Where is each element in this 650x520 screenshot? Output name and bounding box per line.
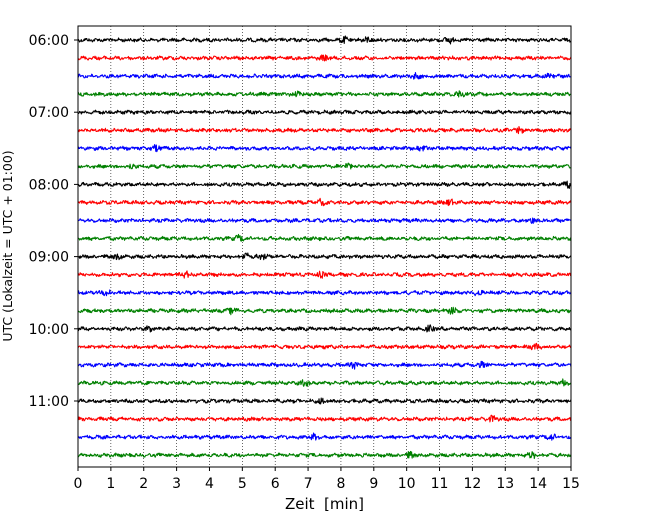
seismogram-trace xyxy=(77,397,572,405)
x-tick-label: 9 xyxy=(369,476,378,492)
seismogram-trace xyxy=(77,233,572,242)
x-tick-label: 7 xyxy=(304,476,313,492)
seismogram-traces xyxy=(77,35,572,460)
seismogram-trace xyxy=(77,270,572,279)
seismogram-trace xyxy=(77,72,572,80)
plot-frame xyxy=(77,25,572,468)
y-tick-label: 08:00 xyxy=(29,177,69,193)
y-axis-label: UTC (Lokalzeit = UTC + 01:00) xyxy=(0,150,15,341)
seismogram-trace xyxy=(77,289,572,297)
x-tick-label: 8 xyxy=(336,476,345,492)
seismogram-trace xyxy=(77,197,572,207)
seismogram-trace xyxy=(77,162,572,170)
x-tick-label: 4 xyxy=(205,476,214,492)
seismogram-trace xyxy=(77,342,572,351)
seismogram-trace xyxy=(77,35,572,45)
seismogram-trace xyxy=(77,109,572,115)
seismogram-trace xyxy=(77,360,572,370)
y-tick-label: 06:00 xyxy=(29,33,69,49)
y-tick-label: 09:00 xyxy=(29,250,69,266)
y-tick-label: 10:00 xyxy=(29,322,69,338)
x-axis-ticks: 0 1 2 3 4 5 6 7 8 9 10 11 12 13 14 15 xyxy=(74,467,580,492)
seismogram-trace xyxy=(77,90,572,98)
x-tick-label: 1 xyxy=(106,476,115,492)
seismogram-trace xyxy=(77,414,572,423)
x-tick-label: 6 xyxy=(271,476,280,492)
x-axis-label: Zeit [min] xyxy=(285,495,364,513)
x-tick-label: 11 xyxy=(431,476,449,492)
seismogram-trace xyxy=(77,306,572,316)
seismogram-trace xyxy=(77,217,572,224)
seismogram-trace xyxy=(77,125,572,135)
seismogram-trace xyxy=(77,378,572,387)
x-tick-label: 10 xyxy=(398,476,416,492)
x-tick-label: 0 xyxy=(74,476,83,492)
seismogram-trace xyxy=(77,54,572,62)
x-tick-label: 14 xyxy=(529,476,547,492)
y-axis-ticks: 06:00 07:00 08:00 09:00 10:00 11:00 xyxy=(29,33,78,410)
x-tick-label: 2 xyxy=(139,476,148,492)
seismogram-trace xyxy=(77,180,572,189)
x-tick-label: 15 xyxy=(562,476,580,492)
x-tick-label: 12 xyxy=(463,476,481,492)
seismogram-trace xyxy=(77,143,572,153)
x-tick-label: 5 xyxy=(238,476,247,492)
x-tick-label: 13 xyxy=(496,476,514,492)
x-tick-label: 3 xyxy=(172,476,181,492)
seismogram-trace xyxy=(77,324,572,333)
seismogram-trace xyxy=(77,252,572,261)
seismogram-trace xyxy=(77,450,572,460)
seismogram-trace xyxy=(77,432,572,441)
y-tick-label: 11:00 xyxy=(29,394,69,410)
y-tick-label: 07:00 xyxy=(29,105,69,121)
